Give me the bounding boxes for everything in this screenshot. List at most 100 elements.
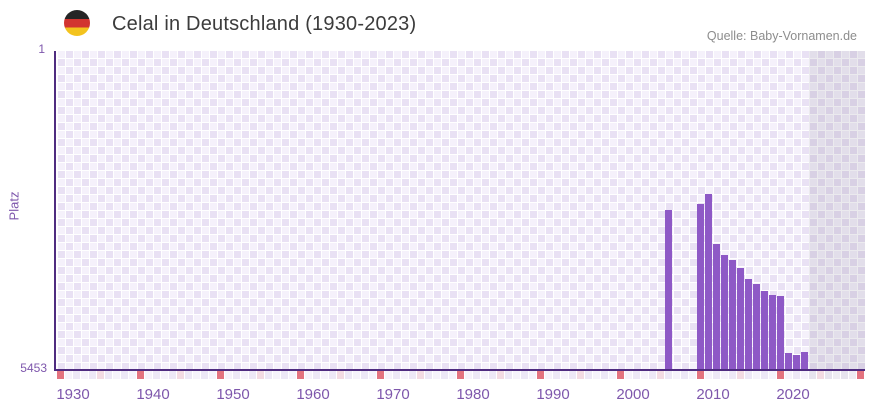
x-tick-label-1950: 1950 — [216, 386, 250, 403]
year-marker-cell — [769, 371, 776, 379]
year-marker-cell — [233, 371, 240, 379]
year-marker-cell — [441, 371, 448, 379]
year-marker-cell — [361, 371, 368, 379]
year-marker-cell — [89, 371, 96, 379]
bar-2016 — [761, 291, 768, 369]
year-marker-cell — [217, 371, 224, 379]
year-marker-cell — [401, 371, 408, 379]
y-axis-bottom-label: 5453 — [20, 361, 47, 375]
year-marker-cell — [465, 371, 472, 379]
y-axis-title: Platz — [6, 191, 22, 221]
year-marker-cell — [97, 371, 104, 379]
year-marker-cell — [129, 371, 136, 379]
year-marker-cell — [833, 371, 840, 379]
x-tick-label-1980: 1980 — [456, 386, 490, 403]
year-marker-cell — [529, 371, 536, 379]
year-marker-cell — [689, 371, 696, 379]
year-marker-cell — [225, 371, 232, 379]
year-marker-cell — [593, 371, 600, 379]
bar-2020 — [793, 355, 800, 369]
year-marker-cell — [153, 371, 160, 379]
year-marker-cell — [545, 371, 552, 379]
bar-2021 — [801, 352, 808, 369]
year-marker-cell — [737, 371, 744, 379]
bar-2013 — [737, 267, 744, 369]
year-marker-cell — [649, 371, 656, 379]
x-tick-label-1990: 1990 — [536, 386, 570, 403]
year-marker-cell — [633, 371, 640, 379]
year-marker-cell — [289, 371, 296, 379]
bar-2012 — [729, 259, 736, 369]
year-marker-cell — [817, 371, 824, 379]
year-marker-cell — [825, 371, 832, 379]
year-marker-cell — [697, 371, 704, 379]
year-marker-cell — [841, 371, 848, 379]
year-marker-cell — [801, 371, 808, 379]
year-marker-cell — [617, 371, 624, 379]
x-tick-label-2020: 2020 — [776, 386, 810, 403]
year-marker-cell — [777, 371, 784, 379]
year-marker-cell — [505, 371, 512, 379]
year-marker-cell — [281, 371, 288, 379]
year-marker-cell — [665, 371, 672, 379]
bar-2014 — [745, 279, 752, 369]
year-marker-cell — [729, 371, 736, 379]
y-axis-line — [54, 51, 56, 371]
bar-2010 — [713, 244, 720, 369]
year-marker-cell — [577, 371, 584, 379]
year-marker-cell — [161, 371, 168, 379]
year-marker-cell — [569, 371, 576, 379]
year-marker-cell — [249, 371, 256, 379]
year-marker-cell — [305, 371, 312, 379]
year-marker-cell — [353, 371, 360, 379]
year-marker-cell — [185, 371, 192, 379]
year-marker-cell — [137, 371, 144, 379]
bar-2015 — [753, 284, 760, 369]
year-marker-cell — [561, 371, 568, 379]
year-marker-cell — [433, 371, 440, 379]
year-marker-cell — [273, 371, 280, 379]
year-marker-cell — [857, 371, 864, 379]
year-marker-cell — [265, 371, 272, 379]
year-marker-cell — [449, 371, 456, 379]
x-tick-label-1970: 1970 — [376, 386, 410, 403]
year-marker-cell — [625, 371, 632, 379]
year-marker-cell — [193, 371, 200, 379]
year-marker-cell — [321, 371, 328, 379]
year-marker-cell — [553, 371, 560, 379]
year-marker-cell — [785, 371, 792, 379]
source-attribution: Quelle: Baby-Vornamen.de — [706, 29, 857, 43]
x-tick-label-1960: 1960 — [296, 386, 330, 403]
year-marker-cell — [849, 371, 856, 379]
year-marker-cell — [337, 371, 344, 379]
year-marker-cell — [473, 371, 480, 379]
year-marker-cell — [257, 371, 264, 379]
bar-2017 — [769, 294, 776, 369]
year-marker-cell — [481, 371, 488, 379]
x-tick-label-2010: 2010 — [696, 386, 730, 403]
bar-2008 — [697, 203, 704, 369]
chart-title: Celal in Deutschland (1930-2023) — [112, 13, 417, 35]
year-marker-cell — [297, 371, 304, 379]
year-marker-cell — [793, 371, 800, 379]
y-axis-top-label: 1 — [38, 42, 45, 56]
year-marker-cell — [673, 371, 680, 379]
year-marker-cell — [489, 371, 496, 379]
year-marker-cell — [313, 371, 320, 379]
no-data-band — [809, 51, 865, 369]
year-marker-cell — [377, 371, 384, 379]
x-tick-label-1940: 1940 — [136, 386, 170, 403]
bar-2018 — [777, 296, 784, 369]
year-marker-cell — [329, 371, 336, 379]
x-axis-line — [54, 369, 865, 371]
year-marker-cell — [641, 371, 648, 379]
year-marker-cell — [201, 371, 208, 379]
year-marker-cell — [169, 371, 176, 379]
year-marker-cell — [521, 371, 528, 379]
year-marker-cell — [417, 371, 424, 379]
year-marker-cell — [585, 371, 592, 379]
year-marker-cell — [81, 371, 88, 379]
year-marker-cell — [113, 371, 120, 379]
year-marker-cell — [497, 371, 504, 379]
